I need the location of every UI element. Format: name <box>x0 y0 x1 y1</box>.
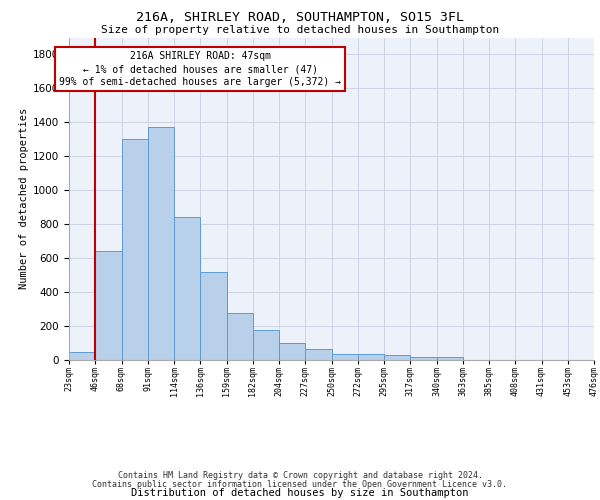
Bar <box>227 314 253 360</box>
Text: 216A, SHIRLEY ROAD, SOUTHAMPTON, SO15 3FL: 216A, SHIRLEY ROAD, SOUTHAMPTON, SO15 3F… <box>136 11 464 24</box>
Text: Contains HM Land Registry data © Crown copyright and database right 2024.: Contains HM Land Registry data © Crown c… <box>118 471 482 480</box>
Bar <box>410 357 437 360</box>
Bar <box>305 350 331 360</box>
Bar <box>148 128 174 360</box>
Y-axis label: Number of detached properties: Number of detached properties <box>19 108 29 290</box>
Text: Distribution of detached houses by size in Southampton: Distribution of detached houses by size … <box>131 488 469 498</box>
Text: Size of property relative to detached houses in Southampton: Size of property relative to detached ho… <box>101 25 499 35</box>
Bar <box>279 342 305 360</box>
Bar <box>174 216 200 360</box>
Bar <box>384 355 410 360</box>
Bar <box>437 357 463 360</box>
Bar <box>358 354 384 360</box>
Bar <box>95 250 121 360</box>
Bar <box>200 272 227 360</box>
Text: Contains public sector information licensed under the Open Government Licence v3: Contains public sector information licen… <box>92 480 508 489</box>
Text: 216A SHIRLEY ROAD: 47sqm
← 1% of detached houses are smaller (47)
99% of semi-de: 216A SHIRLEY ROAD: 47sqm ← 1% of detache… <box>59 51 341 88</box>
Bar <box>69 352 95 360</box>
Bar <box>253 330 279 360</box>
Bar <box>331 354 358 360</box>
Bar <box>121 140 148 360</box>
